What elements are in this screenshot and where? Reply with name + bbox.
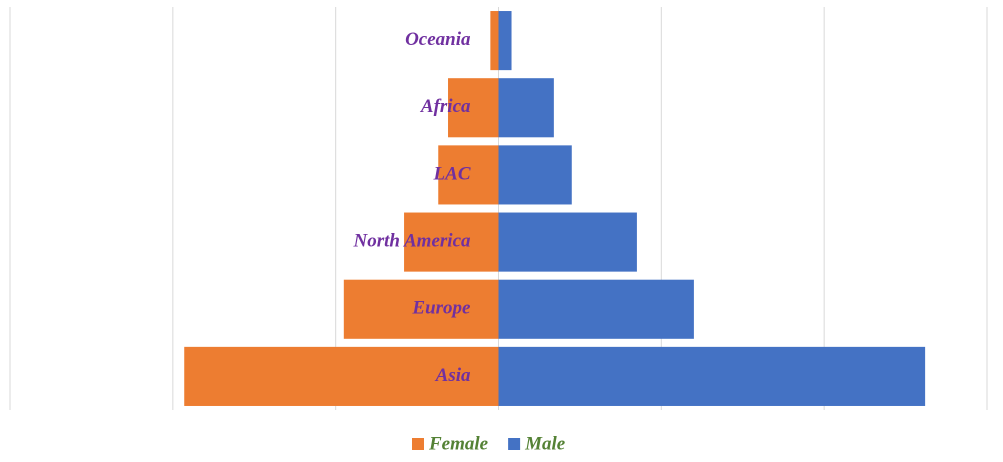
- bar: [490, 11, 499, 71]
- bar: [498, 212, 637, 272]
- bar: [498, 279, 694, 339]
- legend-swatch: [508, 438, 521, 450]
- bar: [438, 145, 499, 205]
- category-label: Asia: [435, 365, 471, 386]
- category-label: Oceania: [405, 29, 471, 50]
- category-label: Europe: [411, 298, 471, 319]
- bar: [498, 78, 554, 138]
- bar: [498, 11, 512, 71]
- category-label: LAC: [433, 163, 471, 184]
- bar: [498, 346, 926, 406]
- bar: [404, 212, 499, 272]
- bar: [184, 346, 499, 406]
- legend-swatch: [412, 438, 424, 450]
- bar: [343, 279, 499, 339]
- legend-label: Female: [428, 433, 489, 454]
- category-label: North America: [353, 230, 471, 251]
- bar: [448, 78, 499, 138]
- bar: [498, 145, 572, 205]
- legend-label: Male: [524, 433, 566, 454]
- category-label: Africa: [420, 96, 471, 117]
